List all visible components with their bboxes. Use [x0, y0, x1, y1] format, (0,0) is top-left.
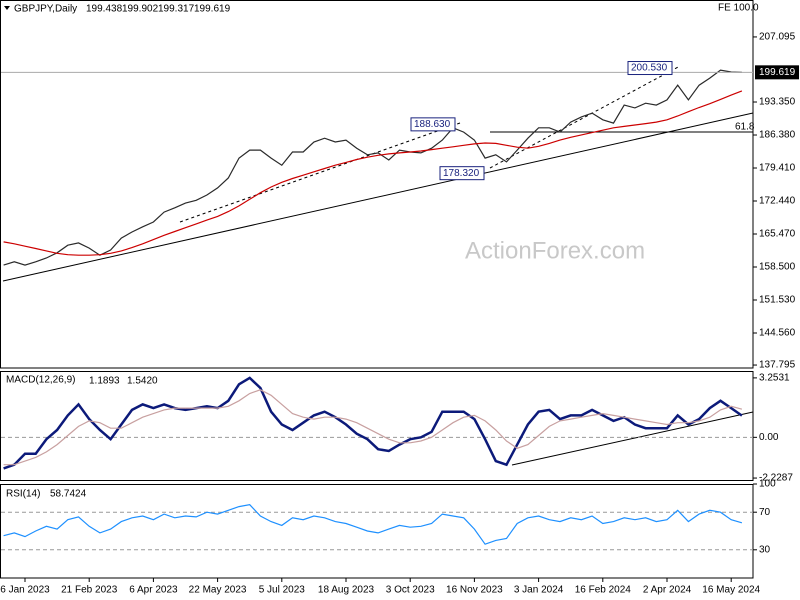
ohlc-value: 199.438 — [86, 4, 123, 15]
y-tick-label: 144.560 — [759, 328, 796, 339]
ohlc-value: 199.317 — [158, 4, 195, 15]
x-tick-label: 6 Jan 2023 — [0, 585, 50, 596]
y-tick-label: 3.2531 — [759, 373, 790, 384]
x-tick-label: 21 Feb 2023 — [61, 585, 118, 596]
y-tick-label: 172.440 — [759, 196, 796, 207]
readout-value: 58.7424 — [50, 489, 87, 500]
rsi-title: RSI(14) — [6, 489, 40, 500]
fib-label: 61.8 — [735, 122, 755, 133]
y-tick-label: 151.530 — [759, 295, 796, 306]
series-line — [3, 504, 743, 545]
watermark: ActionForex.com — [465, 237, 645, 264]
x-tick-label: 2 Apr 2024 — [643, 585, 692, 596]
x-tick-label: 18 Aug 2023 — [318, 585, 375, 596]
y-tick-label: 100 — [759, 479, 776, 490]
price-annotation: 178.320 — [443, 168, 480, 179]
y-tick-label: 158.500 — [759, 262, 796, 273]
trend-line — [2, 112, 754, 282]
y-tick-label: 30 — [759, 544, 771, 555]
last-price-box — [755, 65, 799, 80]
symbol-title: GBPJPY,Daily — [14, 4, 77, 15]
y-tick-label: -2.2287 — [759, 473, 793, 484]
x-tick-label: 3 Jan 2024 — [514, 585, 564, 596]
price-annotation-box — [410, 117, 456, 132]
x-tick-label: 3 Oct 2023 — [386, 585, 435, 596]
ohlc-value: 199.619 — [194, 4, 231, 15]
x-tick-label: 16 Feb 2024 — [575, 585, 632, 596]
x-tick-label: 5 Jul 2023 — [259, 585, 306, 596]
rsi-panel — [0, 484, 754, 579]
macd-trend-line — [511, 411, 754, 466]
x-tick-label: 22 May 2023 — [189, 585, 247, 596]
y-tick-label: 179.410 — [759, 163, 796, 174]
x-tick-label: 16 May 2024 — [702, 585, 760, 596]
readout-value: 1.1893 — [89, 376, 120, 387]
ohlc-value: 199.902 — [122, 4, 159, 15]
last-price-label: 199.619 — [759, 67, 796, 78]
macd-title: MACD(12,26,9) — [6, 375, 75, 386]
series-line — [3, 90, 743, 256]
projection-line — [179, 122, 461, 223]
x-tick-label: 16 Nov 2023 — [446, 585, 503, 596]
series-line — [3, 69, 742, 266]
study-label: FE 100.0 — [718, 3, 759, 14]
readout-value: 1.5420 — [127, 376, 158, 387]
y-tick-label: 193.350 — [759, 97, 796, 108]
y-tick-label: 70 — [759, 507, 771, 518]
y-tick-label: 207.095 — [759, 32, 796, 43]
price-annotation: 188.630 — [414, 119, 451, 130]
y-tick-label: 165.470 — [759, 229, 796, 240]
x-tick-label: 6 Apr 2023 — [129, 585, 178, 596]
y-tick-label: 0.00 — [759, 432, 779, 443]
price-annotation-box — [627, 61, 673, 76]
series-line — [3, 376, 743, 470]
y-tick-label: 186.380 — [759, 130, 796, 141]
price-panel — [0, 0, 754, 369]
y-tick-label: 137.795 — [759, 360, 796, 371]
series-line — [3, 389, 743, 466]
menu-icon[interactable] — [4, 6, 10, 10]
price-annotation: 200.530 — [631, 63, 668, 74]
price-annotation-box — [439, 166, 485, 181]
